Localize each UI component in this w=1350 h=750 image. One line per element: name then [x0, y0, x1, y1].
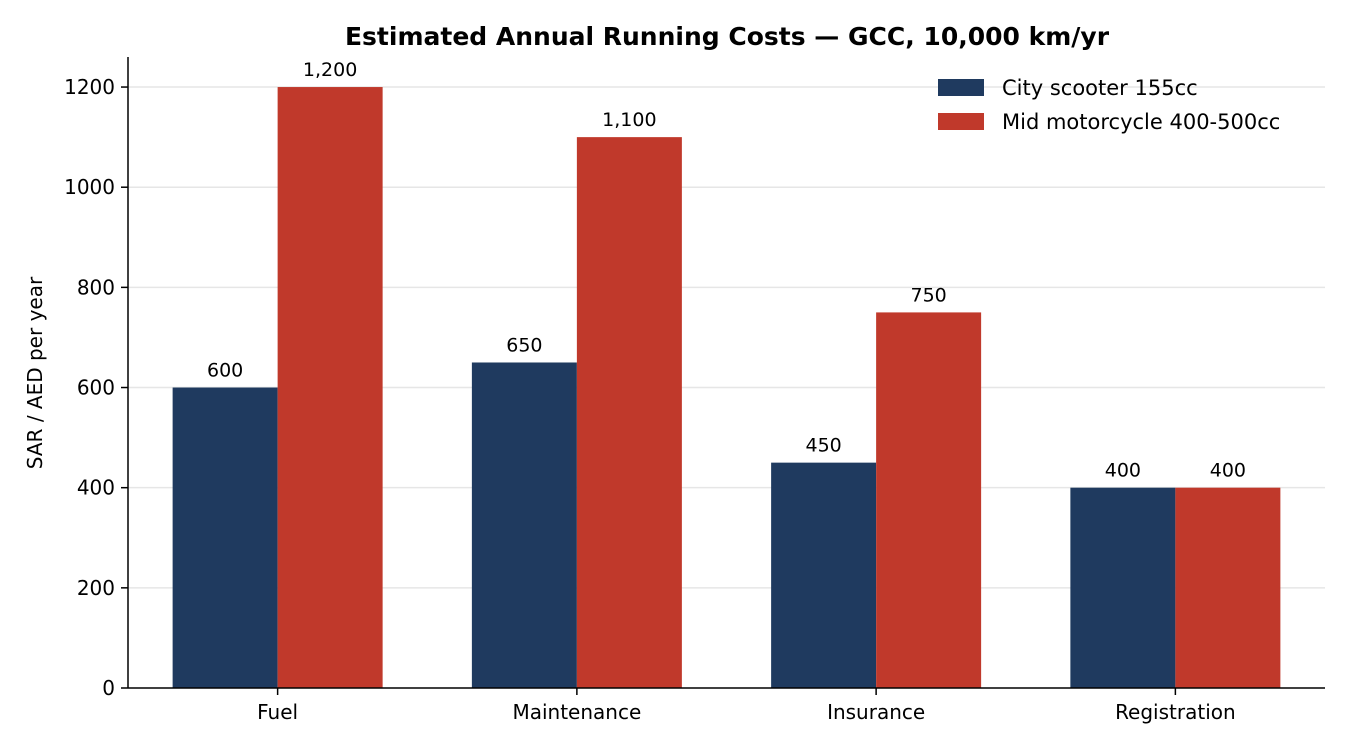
- data-label: 600: [207, 360, 243, 382]
- legend-swatch: [938, 113, 984, 130]
- data-label: 400: [1105, 460, 1141, 482]
- bar: [771, 462, 877, 688]
- data-label: 450: [805, 435, 841, 457]
- bar: [172, 387, 278, 688]
- bars: [172, 87, 1281, 689]
- x-tick-label: Fuel: [257, 700, 298, 724]
- data-label: 1,100: [602, 109, 656, 131]
- legend: City scooter 155cc Mid motorcycle 400-500…: [938, 76, 1280, 134]
- y-tick-label: 200: [77, 576, 115, 600]
- bar: [471, 362, 577, 688]
- data-label: 400: [1210, 460, 1246, 482]
- y-axis-label: SAR / AED per year: [23, 276, 47, 469]
- y-tick-label: 600: [77, 376, 115, 400]
- axes: 0 200 400 600 800 1000 1200 Fuel Maintenance Insu…: [64, 57, 1325, 724]
- bar: [277, 87, 383, 689]
- bar: [576, 137, 682, 689]
- data-labels: 600 1,200 650 1,100 450 750 400 400: [207, 59, 1246, 482]
- bar: [876, 312, 982, 688]
- y-tick-label: 800: [77, 275, 115, 299]
- bar: [1070, 487, 1176, 688]
- legend-swatch: [938, 79, 984, 96]
- y-tick-label: 1200: [64, 75, 115, 99]
- legend-label: City scooter 155cc: [1002, 76, 1198, 100]
- y-tick-label: 400: [77, 476, 115, 500]
- y-tick-label: 1000: [64, 175, 115, 199]
- y-tick-label: 0: [102, 676, 115, 700]
- bar: [1175, 487, 1281, 688]
- data-label: 650: [506, 334, 542, 356]
- legend-label: Mid motorcycle 400-500cc: [1002, 110, 1280, 134]
- x-tick-label: Maintenance: [512, 700, 641, 724]
- chart-title: Estimated Annual Running Costs — GCC, 10…: [345, 22, 1110, 51]
- data-label: 1,200: [303, 59, 357, 81]
- data-label: 750: [910, 284, 946, 306]
- x-tick-label: Insurance: [827, 700, 925, 724]
- x-tick-label: Registration: [1115, 700, 1236, 724]
